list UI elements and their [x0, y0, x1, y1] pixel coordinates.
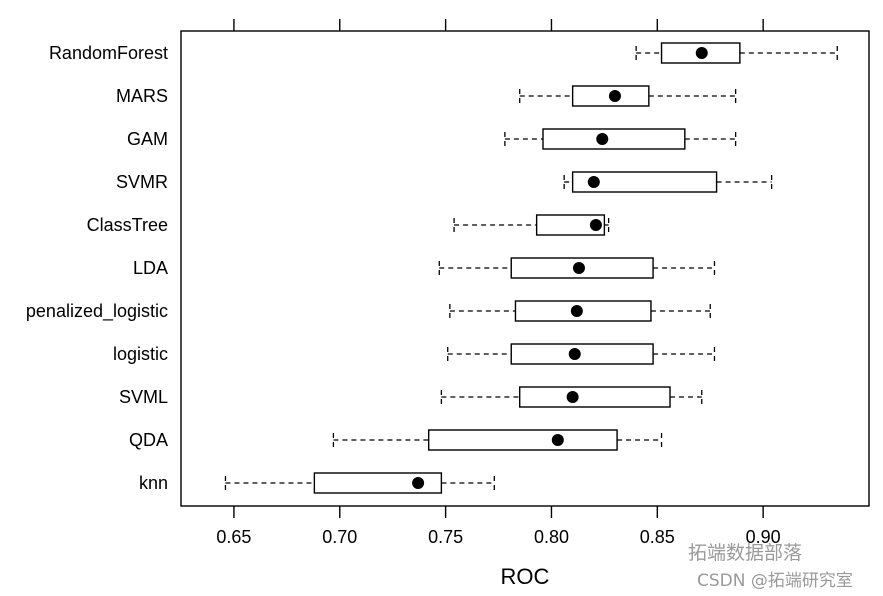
box-GAM	[504, 128, 737, 150]
median-point	[566, 391, 579, 403]
watermark-line2: CSDN @拓端研究室	[697, 571, 853, 591]
box-logistic	[447, 343, 716, 365]
median-point	[551, 434, 564, 446]
box-penalized_logistic	[449, 300, 711, 322]
median-point	[596, 133, 609, 145]
x-tick-label: 0.65	[216, 527, 251, 547]
bottom-axis-ticks: 0.65 0.70 0.75 0.80 0.85 0.90	[216, 506, 781, 547]
median-point	[570, 305, 583, 317]
box-RandomForest	[635, 42, 838, 64]
iqr-box	[535, 214, 606, 236]
category-label: LDA	[133, 258, 168, 278]
top-axis-ticks	[233, 19, 764, 31]
category-label: SVML	[119, 387, 168, 407]
x-tick-label: 0.75	[428, 527, 463, 547]
median-point	[695, 47, 708, 59]
box-series	[224, 42, 838, 494]
median-point	[589, 219, 602, 231]
iqr-box	[519, 386, 671, 408]
box-ClassTree	[453, 214, 610, 236]
box-SVMR	[563, 171, 773, 193]
iqr-box	[542, 128, 686, 150]
plot-frame	[180, 30, 870, 507]
x-tick-label: 0.80	[534, 527, 569, 547]
category-label: GAM	[127, 129, 168, 149]
median-point	[587, 176, 600, 188]
iqr-box	[571, 171, 718, 193]
iqr-box	[510, 343, 654, 365]
box-QDA	[332, 429, 663, 451]
category-label: ClassTree	[87, 215, 168, 235]
category-label: SVMR	[116, 172, 168, 192]
x-tick-label: 0.85	[640, 527, 675, 547]
iqr-box	[313, 472, 443, 494]
category-label: RandomForest	[49, 43, 168, 63]
x-tick-label: 0.90	[746, 527, 781, 547]
category-label: knn	[139, 473, 168, 493]
x-tick-label: 0.70	[322, 527, 357, 547]
median-point	[568, 348, 581, 360]
x-axis-title: ROC	[501, 564, 550, 589]
iqr-box	[514, 300, 652, 322]
category-label: QDA	[129, 430, 168, 450]
box-LDA	[438, 257, 716, 279]
category-label: MARS	[116, 86, 168, 106]
median-point	[608, 90, 621, 102]
median-point	[572, 262, 585, 274]
box-SVML	[440, 386, 703, 408]
box-knn	[224, 472, 495, 494]
box-MARS	[519, 85, 737, 107]
category-labels: RandomForest MARS GAM SVMR ClassTree LDA penal…	[26, 43, 168, 493]
watermark-line1: 拓端数据部落	[688, 542, 803, 564]
category-label: logistic	[113, 344, 168, 364]
median-point	[412, 477, 425, 489]
iqr-box	[427, 429, 618, 451]
category-label: penalized_logistic	[26, 301, 168, 322]
